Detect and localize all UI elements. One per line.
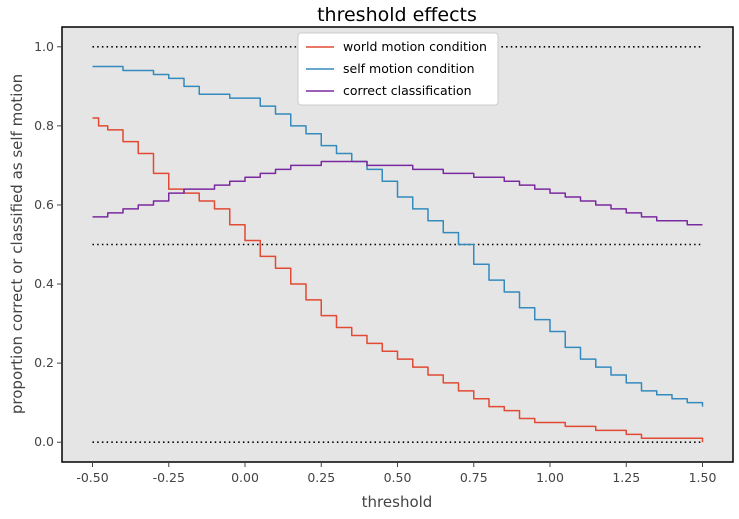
legend: world motion condition self motion condi… (297, 32, 499, 106)
series-line-world-motion-condition (92, 117, 704, 443)
y-tick-label: 0.2 (34, 355, 54, 370)
series-group (92, 65, 704, 443)
legend-label-correct-classification: correct classification (343, 83, 472, 98)
series-line-self-motion-condition (92, 65, 704, 407)
x-tick-label: 1.00 (536, 470, 564, 485)
x-tick-label: 1.50 (689, 470, 717, 485)
y-axis-ticks: 0.0 0.2 0.4 0.6 0.8 1.0 (34, 39, 62, 449)
reference-lines (92, 45, 703, 444)
legend-box (297, 32, 499, 106)
x-axis-ticks: -0.50 -0.25 0.00 0.25 0.50 0.75 1.00 1.25 1.50 (76, 462, 716, 485)
x-tick-label: -0.25 (153, 470, 185, 485)
x-tick-label: 0.25 (307, 470, 335, 485)
x-tick-label: -0.50 (76, 470, 108, 485)
x-tick-label: 1.25 (612, 470, 640, 485)
legend-label-self-motion: self motion condition (343, 61, 475, 76)
series-line-correct-classification (92, 160, 703, 226)
y-tick-label: 0.6 (34, 197, 54, 212)
y-tick-label: 0.0 (34, 434, 54, 449)
chart-title: threshold effects (317, 4, 477, 26)
x-axis-label: threshold (362, 493, 433, 511)
x-tick-label: 0.50 (384, 470, 412, 485)
y-tick-label: 0.8 (34, 118, 54, 133)
legend-label-world-motion: world motion condition (343, 39, 487, 54)
y-axis-label: proportion correct or classified as self… (8, 74, 26, 414)
x-tick-label: 0.00 (231, 470, 259, 485)
x-tick-label: 0.75 (460, 470, 488, 485)
y-tick-label: 1.0 (34, 39, 54, 54)
y-tick-label: 0.4 (34, 276, 54, 291)
